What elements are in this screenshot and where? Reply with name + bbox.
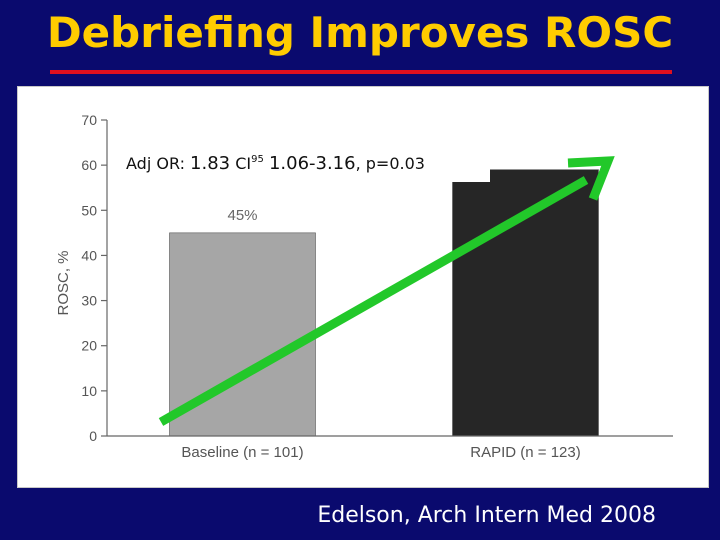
trend-arrow-head xyxy=(567,156,615,201)
x-category-label: Baseline (n = 101) xyxy=(181,444,303,461)
annotation-background xyxy=(122,148,490,182)
y-tick-label: 60 xyxy=(81,157,97,173)
annotation-ci-range: 1.06-3.16 xyxy=(269,153,356,174)
annotation-p-value: , p=0.03 xyxy=(356,154,425,173)
chart-panel: 0 10 20 30 40 50 60 70 ROSC, % Baseline (n = 101)… xyxy=(17,86,709,488)
annotation-ci-superscript: 95 xyxy=(251,154,264,165)
y-tick-label: 30 xyxy=(81,293,97,309)
annotation-ci-label: CI xyxy=(235,154,251,173)
y-tick-label: 0 xyxy=(89,428,97,444)
slide-title: Debriefing Improves ROSC xyxy=(46,8,674,57)
trend-arrow-shaft xyxy=(158,176,589,426)
citation: Edelson, Arch Intern Med 2008 xyxy=(317,503,656,528)
bar-data-label: 45% xyxy=(227,207,257,224)
y-tick-label: 50 xyxy=(81,202,97,218)
bar-chart: 0 10 20 30 40 50 60 70 ROSC, % Baseline (n = 101)… xyxy=(55,112,673,461)
title-underline xyxy=(50,70,672,74)
y-tick-label: 20 xyxy=(81,338,97,354)
annotation-prefix: Adj OR: xyxy=(126,154,190,173)
y-tick-label: 70 xyxy=(81,112,97,128)
x-category-label: RAPID (n = 123) xyxy=(470,444,580,461)
y-tick-label: 10 xyxy=(81,383,97,399)
y-tick-label: 40 xyxy=(81,247,97,263)
y-axis-label: ROSC, % xyxy=(55,250,72,315)
odds-ratio-annotation: Adj OR: 1.83 CI95 1.06-3.16, p=0.03 xyxy=(126,153,425,174)
annotation-or-value: 1.83 xyxy=(190,153,230,174)
